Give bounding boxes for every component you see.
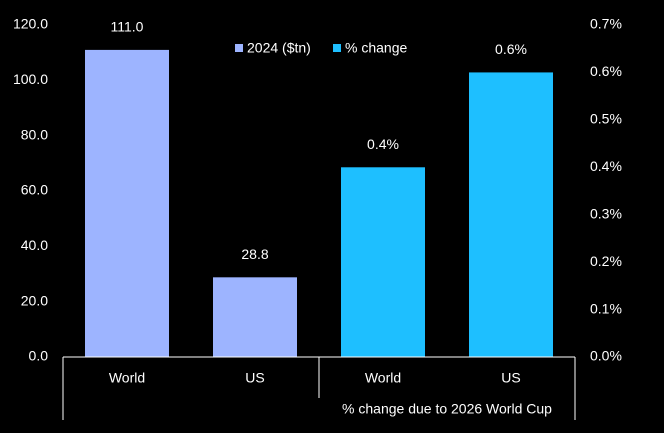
bar xyxy=(213,277,297,357)
y-tick-label: 100.0 xyxy=(13,71,48,87)
data-label: 0.6% xyxy=(495,41,527,57)
data-label: 28.8 xyxy=(241,246,268,262)
legend-swatch xyxy=(235,44,243,52)
y-tick-label: 80.0 xyxy=(21,126,48,142)
y-tick-label: 20.0 xyxy=(21,292,48,308)
y-tick-label: 60.0 xyxy=(21,182,48,198)
y2-tick-label: 0.3% xyxy=(590,205,622,221)
group-label: % change due to 2026 World Cup xyxy=(342,401,552,417)
bar xyxy=(469,72,553,357)
x-tick-label: US xyxy=(245,370,264,386)
y2-tick-label: 0.5% xyxy=(590,111,622,127)
x-tick-label: US xyxy=(501,370,520,386)
y2-tick-label: 0.4% xyxy=(590,158,622,174)
legend-swatch xyxy=(333,44,341,52)
x-tick-label: World xyxy=(365,370,401,386)
y-tick-label: 40.0 xyxy=(21,237,48,253)
legend-label: 2024 ($tn) xyxy=(247,40,311,56)
y2-tick-label: 0.1% xyxy=(590,300,622,316)
legend-label: % change xyxy=(345,40,407,56)
data-label: 111.0 xyxy=(111,19,144,35)
bar xyxy=(85,49,169,358)
y-tick-label: 0.0 xyxy=(29,348,49,364)
y2-tick-label: 0.6% xyxy=(590,63,622,79)
data-label: 0.4% xyxy=(367,136,399,152)
bar xyxy=(341,167,425,357)
x-tick-label: World xyxy=(109,370,145,386)
y2-tick-label: 0.2% xyxy=(590,253,622,269)
y2-tick-label: 0.0% xyxy=(590,348,622,364)
y2-tick-label: 0.7% xyxy=(590,16,622,32)
y-tick-label: 120.0 xyxy=(13,16,48,32)
